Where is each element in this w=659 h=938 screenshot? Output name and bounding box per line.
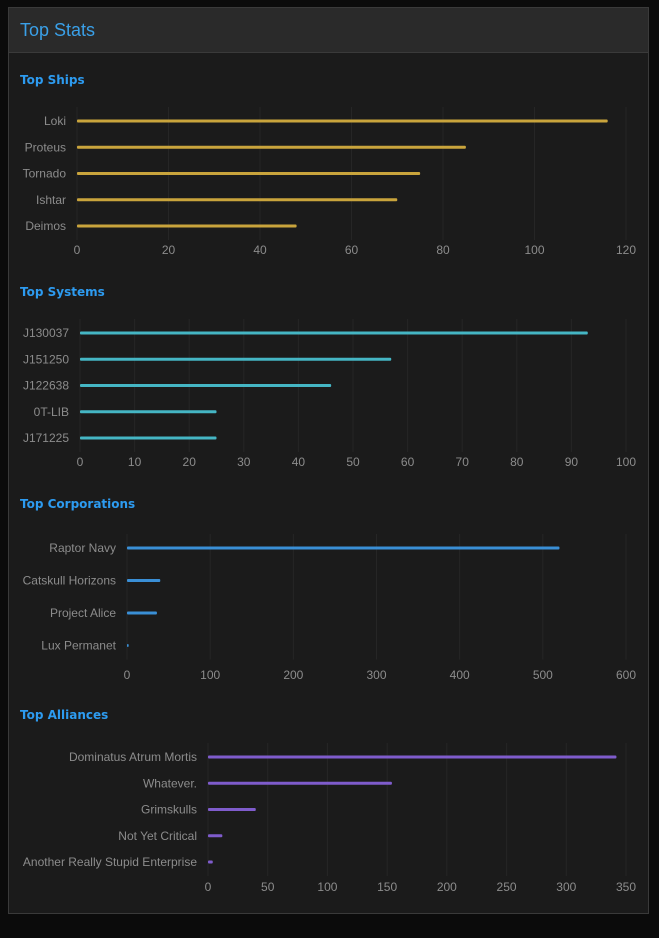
bar xyxy=(80,410,217,414)
x-tick-label: 100 xyxy=(616,455,636,469)
bar xyxy=(80,436,217,440)
bar xyxy=(208,781,392,785)
bar xyxy=(77,119,608,123)
x-tick-label: 0 xyxy=(124,668,131,682)
category-label: J130037 xyxy=(23,326,69,340)
category-label: Grimskulls xyxy=(141,803,197,817)
bar xyxy=(77,145,466,149)
x-tick-label: 80 xyxy=(510,455,524,469)
x-tick-label: 100 xyxy=(200,668,220,682)
x-tick-label: 90 xyxy=(565,455,579,469)
bar xyxy=(80,384,332,387)
x-tick-label: 20 xyxy=(183,455,197,469)
panel-header: Top Stats xyxy=(9,8,648,53)
category-label: Tornado xyxy=(23,167,67,181)
x-tick-label: 0 xyxy=(205,880,212,894)
category-label: Catskull Horizons xyxy=(23,574,116,588)
bar xyxy=(208,755,617,759)
section-title-alliances: Top Alliances xyxy=(20,708,109,722)
category-label: J171225 xyxy=(23,431,69,445)
category-label: J122638 xyxy=(23,379,69,393)
section-title-systems: Top Systems xyxy=(20,285,105,299)
bar xyxy=(80,331,588,335)
x-tick-label: 50 xyxy=(261,880,275,894)
category-label: Dominatus Atrum Mortis xyxy=(69,750,197,764)
x-tick-label: 120 xyxy=(616,243,636,257)
x-tick-label: 600 xyxy=(616,668,636,682)
x-tick-label: 300 xyxy=(366,668,386,682)
category-label: Deimos xyxy=(25,219,66,233)
chart-top-alliances: 0 50 100 150 200 250 300 350 Dominatus Atrum Mor… xyxy=(23,743,636,894)
x-tick-label: 30 xyxy=(237,455,251,469)
x-tick-label: 150 xyxy=(377,880,397,894)
x-tick-label: 0 xyxy=(74,243,81,257)
category-label: Whatever. xyxy=(143,776,197,790)
category-label: Lux Permanet xyxy=(41,639,116,653)
x-tick-label: 200 xyxy=(437,880,457,894)
x-tick-label: 250 xyxy=(497,880,517,894)
category-label: Not Yet Critical xyxy=(118,829,197,843)
x-tick-label: 10 xyxy=(128,455,142,469)
bar xyxy=(127,611,157,615)
x-tick-label: 200 xyxy=(283,668,303,682)
x-tick-label: 50 xyxy=(346,455,360,469)
category-label: Another Really Stupid Enterprise xyxy=(23,855,197,869)
section-title-ships: Top Ships xyxy=(20,73,85,87)
category-label: Project Alice xyxy=(50,606,116,620)
bar xyxy=(208,834,223,838)
bar xyxy=(77,198,398,202)
x-tick-label: 0 xyxy=(77,455,84,469)
x-tick-label: 40 xyxy=(253,243,267,257)
bar xyxy=(208,860,213,864)
x-tick-label: 60 xyxy=(345,243,359,257)
bar xyxy=(127,579,161,582)
chart-top-corporations: 0 100 200 300 400 500 600 Raptor Navy Catskull H… xyxy=(23,534,636,682)
section-title-corporations: Top Corporations xyxy=(20,497,136,511)
bar xyxy=(77,224,297,228)
x-tick-label: 350 xyxy=(616,880,636,894)
category-label: Raptor Navy xyxy=(49,541,116,555)
top-stats-panel: Top Stats Top Ships 0 20 40 60 80 100 120 Loki P… xyxy=(8,7,649,914)
category-label: Proteus xyxy=(25,140,66,154)
x-tick-label: 100 xyxy=(524,243,544,257)
chart-top-systems: 0 10 20 30 40 50 60 70 80 90 100 J130037 J151250 J122… xyxy=(23,319,636,469)
x-tick-label: 100 xyxy=(317,880,337,894)
bar xyxy=(127,644,129,647)
x-tick-label: 400 xyxy=(450,668,470,682)
x-tick-label: 20 xyxy=(162,243,176,257)
bar xyxy=(127,546,560,550)
bar xyxy=(77,172,421,175)
bar xyxy=(208,808,256,811)
x-tick-label: 300 xyxy=(556,880,576,894)
x-tick-label: 80 xyxy=(436,243,450,257)
x-tick-label: 70 xyxy=(456,455,470,469)
chart-top-ships: 0 20 40 60 80 100 120 Loki Proteus Tornado Ishtar D… xyxy=(23,107,636,257)
category-label: J151250 xyxy=(23,352,69,366)
x-tick-label: 40 xyxy=(292,455,306,469)
x-tick-label: 60 xyxy=(401,455,415,469)
category-label: 0T-LIB xyxy=(34,405,69,419)
bar xyxy=(80,357,392,361)
panel-title: Top Stats xyxy=(20,19,96,40)
category-label: Ishtar xyxy=(36,193,66,207)
category-label: Loki xyxy=(44,114,66,128)
x-tick-label: 500 xyxy=(533,668,553,682)
